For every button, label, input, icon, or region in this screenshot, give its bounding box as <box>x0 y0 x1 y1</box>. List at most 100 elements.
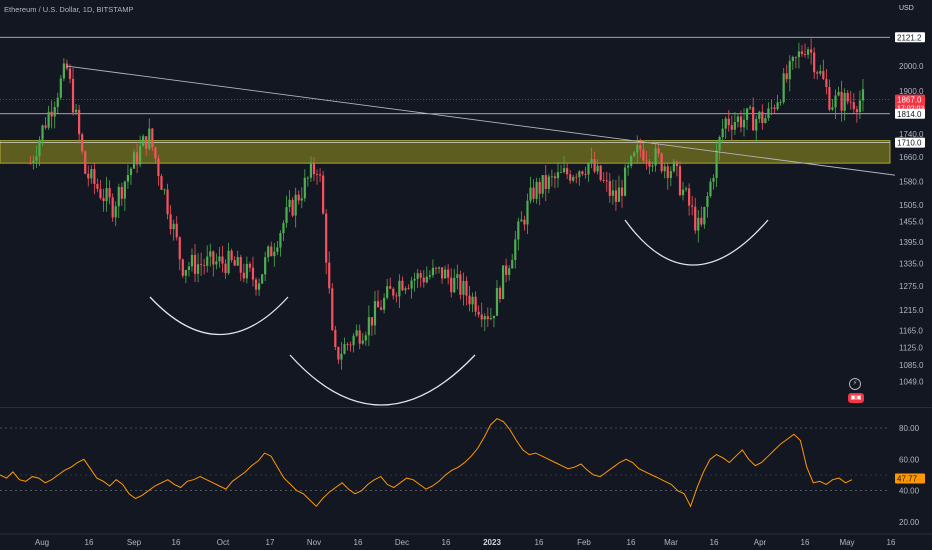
candle-body <box>651 165 654 167</box>
candle-body <box>224 263 227 274</box>
candle-body <box>239 257 242 273</box>
candle-body <box>206 256 209 266</box>
candle-body <box>572 176 575 181</box>
candle-body <box>322 175 325 214</box>
candle-body <box>822 71 825 79</box>
level-1710-badge: 1710.0 <box>897 139 922 148</box>
candle-body <box>190 254 194 267</box>
candle-body <box>675 161 679 167</box>
candle-body <box>367 317 370 336</box>
lightning-icon[interactable]: ⚡ <box>849 378 861 390</box>
candle-body <box>248 263 252 268</box>
candle-body <box>437 267 441 269</box>
candle-body <box>200 264 203 266</box>
candle-body <box>71 78 75 113</box>
candle-body <box>291 199 294 216</box>
time-label: 17 <box>266 538 275 547</box>
candle-body <box>590 159 593 164</box>
candle-body <box>172 223 175 230</box>
candle-body <box>309 163 313 178</box>
support-zone <box>0 140 891 164</box>
candle-body <box>669 171 672 178</box>
candle-body <box>90 169 93 179</box>
candle-body <box>261 274 264 284</box>
candle-body <box>184 270 187 276</box>
candle-body <box>505 265 508 275</box>
candle-body <box>642 149 645 161</box>
candle-body <box>96 183 99 189</box>
descending-trendline <box>66 65 896 176</box>
candle-body <box>74 109 78 113</box>
candle-body <box>108 188 111 198</box>
time-label: Feb <box>577 538 591 547</box>
candle-body <box>78 109 81 135</box>
price-tick-label: 1660.0 <box>899 153 924 162</box>
time-label: Aug <box>35 538 49 547</box>
candle-body <box>35 156 38 161</box>
candle-body <box>56 97 59 108</box>
candle-body <box>44 125 47 128</box>
candle-body <box>257 283 261 290</box>
time-label: Apr <box>754 538 767 547</box>
candle-body <box>431 267 435 276</box>
candle-body <box>169 214 172 230</box>
candle-body <box>160 176 163 190</box>
candle-body <box>523 219 526 225</box>
candle-body <box>861 89 865 101</box>
rsi-tick-label: 40.00 <box>899 487 920 496</box>
candle-body <box>422 277 425 283</box>
candle-body <box>312 163 316 175</box>
symbol-title[interactable]: Ethereum / U.S. Dollar, 1D, BITSTAMP <box>4 5 134 14</box>
candle-body <box>614 190 618 202</box>
candle-body <box>410 280 413 289</box>
price-tick-label: 1335.0 <box>899 260 924 269</box>
candle-body <box>334 330 337 348</box>
candle-body <box>99 188 102 199</box>
candle-body <box>163 189 166 191</box>
price-tick-label: 1580.0 <box>899 177 924 186</box>
candle-body <box>151 128 154 148</box>
candle-body <box>672 161 675 172</box>
candle-body <box>459 274 462 295</box>
candle-body <box>620 187 624 196</box>
candle-body <box>782 73 785 103</box>
candle-body <box>38 139 41 157</box>
candle-body <box>84 151 87 174</box>
candle-body <box>203 265 206 266</box>
candle-body <box>770 107 773 109</box>
candle-body <box>764 117 767 124</box>
level-1814-badge: 1814.0 <box>897 110 922 119</box>
events-flag-icon[interactable]: ▣▣ <box>848 393 864 403</box>
candle-body <box>752 107 755 131</box>
price-tick-label: 1215.0 <box>899 306 924 315</box>
candle-body <box>318 174 322 176</box>
candle-body <box>627 165 630 168</box>
candle-body <box>715 150 718 178</box>
zone-border <box>0 140 891 164</box>
candle-body <box>264 257 267 275</box>
candle-body <box>596 165 599 172</box>
candle-body <box>132 152 136 169</box>
candle-body <box>657 148 660 154</box>
candle-body <box>825 78 828 88</box>
candle-body <box>416 273 419 279</box>
price-tick-label: 1740.0 <box>899 130 924 139</box>
candle-body <box>745 108 749 120</box>
candle-body <box>761 111 764 124</box>
candle-body <box>434 267 438 269</box>
candle-body <box>806 49 810 55</box>
candle-body <box>797 51 801 58</box>
candle-body <box>267 246 270 258</box>
candle-body <box>270 246 273 257</box>
candle-body <box>733 121 736 130</box>
candle-body <box>584 173 587 175</box>
candle-body <box>120 186 123 199</box>
candle-body <box>276 247 279 252</box>
candle-body <box>688 188 691 206</box>
candle-body <box>480 314 483 320</box>
candle-body <box>242 272 245 279</box>
candle-body <box>212 251 215 265</box>
candle-body <box>633 152 636 157</box>
candle-body <box>32 160 35 164</box>
